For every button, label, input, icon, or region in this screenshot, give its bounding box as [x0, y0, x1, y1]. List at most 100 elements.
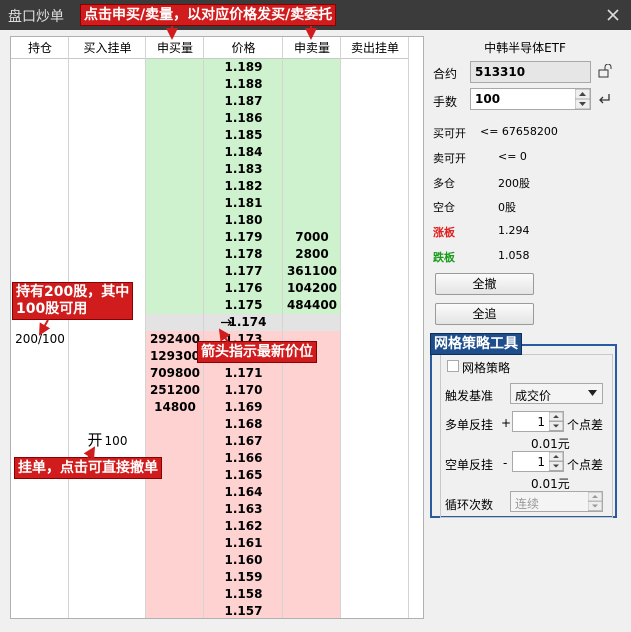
stat-label: 跌板	[433, 251, 455, 264]
position: 200/100	[15, 332, 65, 346]
column-header: 持仓	[11, 37, 69, 59]
grid-tool-group	[440, 354, 613, 518]
contract-label: 合约	[433, 67, 458, 81]
order-qty: 100	[104, 434, 128, 448]
row-bg	[146, 382, 341, 399]
column-line	[282, 37, 283, 618]
lock-icon[interactable]	[598, 64, 612, 78]
row-bg	[146, 229, 341, 246]
column-header: 申卖量	[283, 37, 341, 59]
stat-value: 1.058	[498, 249, 530, 262]
price: 1.179	[224, 230, 263, 244]
stat-value: <= 67658200	[480, 125, 558, 138]
row-bg	[146, 450, 341, 467]
ask-volume[interactable]: 104200	[286, 281, 338, 295]
annotation-top: 点击申买/卖量，以对应价格发买/卖委托	[80, 4, 337, 26]
row-bg	[146, 501, 341, 518]
bid-volume[interactable]: 292400	[149, 332, 201, 346]
row-bg	[146, 178, 341, 195]
price: 1.169	[224, 400, 263, 414]
price: 1.167	[224, 434, 263, 448]
dropdown-arrow	[588, 390, 597, 396]
price: 1.171	[224, 366, 263, 380]
price: 1.168	[224, 417, 263, 431]
row-bg	[146, 569, 341, 586]
lots-input[interactable]	[470, 88, 591, 110]
row-bg	[146, 586, 341, 603]
grid-tool-title: 网格策略工具	[430, 333, 522, 355]
window-title: 盘口炒单	[8, 9, 64, 25]
price: 1.163	[224, 502, 263, 516]
loop-label: 循环次数	[445, 498, 494, 512]
price: 1.166	[224, 451, 263, 465]
trigger-value: 成交价	[515, 389, 552, 403]
price: 1.187	[224, 94, 263, 108]
column-line	[408, 37, 409, 618]
instrument-name: 中韩半导体ETF	[484, 41, 566, 55]
row-bg	[146, 110, 341, 127]
loop-input[interactable]	[510, 491, 603, 512]
stat-label: 空仓	[433, 201, 455, 215]
loop-value: 连续	[515, 497, 540, 511]
ask-volume[interactable]: 484400	[286, 298, 338, 312]
row-bg	[146, 144, 341, 161]
bid-volume[interactable]: 129300	[149, 349, 201, 363]
long-spinner[interactable]	[549, 412, 563, 431]
annotation-line: 100股可用	[16, 301, 88, 317]
long-price: 0.01元	[531, 437, 570, 451]
close-button[interactable]	[606, 8, 620, 22]
loop-spinner[interactable]	[588, 492, 602, 511]
column-line	[340, 37, 341, 618]
order-side: 开	[87, 431, 103, 449]
chase-all-button[interactable]: 全追	[435, 303, 534, 325]
column-line	[68, 37, 69, 618]
grid-enable-label: 网格策略	[462, 361, 511, 375]
short-spinner[interactable]	[549, 452, 563, 471]
row-bg	[146, 552, 341, 569]
grid-checkbox[interactable]	[447, 360, 459, 372]
price: 1.186	[224, 111, 263, 125]
annotation-orders: 挂单，点击可直接撤单	[14, 457, 162, 479]
row-bg	[146, 127, 341, 144]
annotation-arrow: 箭头指示最新价位	[197, 341, 317, 363]
stat-label: 卖可开	[433, 151, 466, 165]
column-header: 卖出挂单	[341, 37, 409, 59]
contract-input[interactable]	[470, 61, 591, 83]
row-bg	[146, 195, 341, 212]
contract-value: 513310	[475, 65, 526, 79]
lots-spinner[interactable]	[575, 89, 590, 109]
row-bg	[146, 263, 341, 280]
stat-value: 0股	[498, 201, 516, 215]
lots-value: 100	[475, 92, 501, 106]
row-bg	[146, 416, 341, 433]
long-unit: 个点差	[567, 418, 604, 432]
annotation-hold: 持有200股，其中 100股可用	[12, 282, 134, 320]
annotation-line: 持有200股，其中	[16, 284, 130, 300]
ask-volume[interactable]: 361100	[286, 264, 338, 278]
price: 1.165	[224, 468, 263, 482]
buy-order[interactable]: 开 100	[69, 431, 146, 451]
ask-volume[interactable]: 2800	[295, 247, 329, 261]
column-header: 买入挂单	[69, 37, 146, 59]
price: 1.184	[224, 145, 263, 159]
bid-volume[interactable]: 14800	[154, 400, 196, 414]
trigger-select[interactable]	[510, 383, 603, 404]
bid-volume[interactable]: 251200	[149, 383, 201, 397]
ask-volume[interactable]: 7000	[295, 230, 329, 244]
stat-value: 1.294	[498, 224, 530, 238]
return-icon[interactable]	[597, 92, 611, 106]
price: 1.181	[224, 196, 263, 210]
column-line	[145, 37, 146, 618]
short-unit: 个点差	[567, 458, 604, 472]
long-ticks: 1	[537, 415, 545, 429]
stat-value: <= 0	[498, 149, 527, 163]
row-bg	[146, 518, 341, 535]
row-bg	[146, 246, 341, 263]
long-sign: +	[501, 416, 512, 430]
stat-value: 200股	[498, 176, 530, 190]
price: 1.182	[224, 179, 263, 193]
bid-volume[interactable]: 709800	[149, 366, 201, 380]
price: 1.178	[224, 247, 263, 261]
price: 1.170	[224, 383, 263, 397]
cancel-all-button[interactable]: 全撤	[435, 273, 534, 295]
